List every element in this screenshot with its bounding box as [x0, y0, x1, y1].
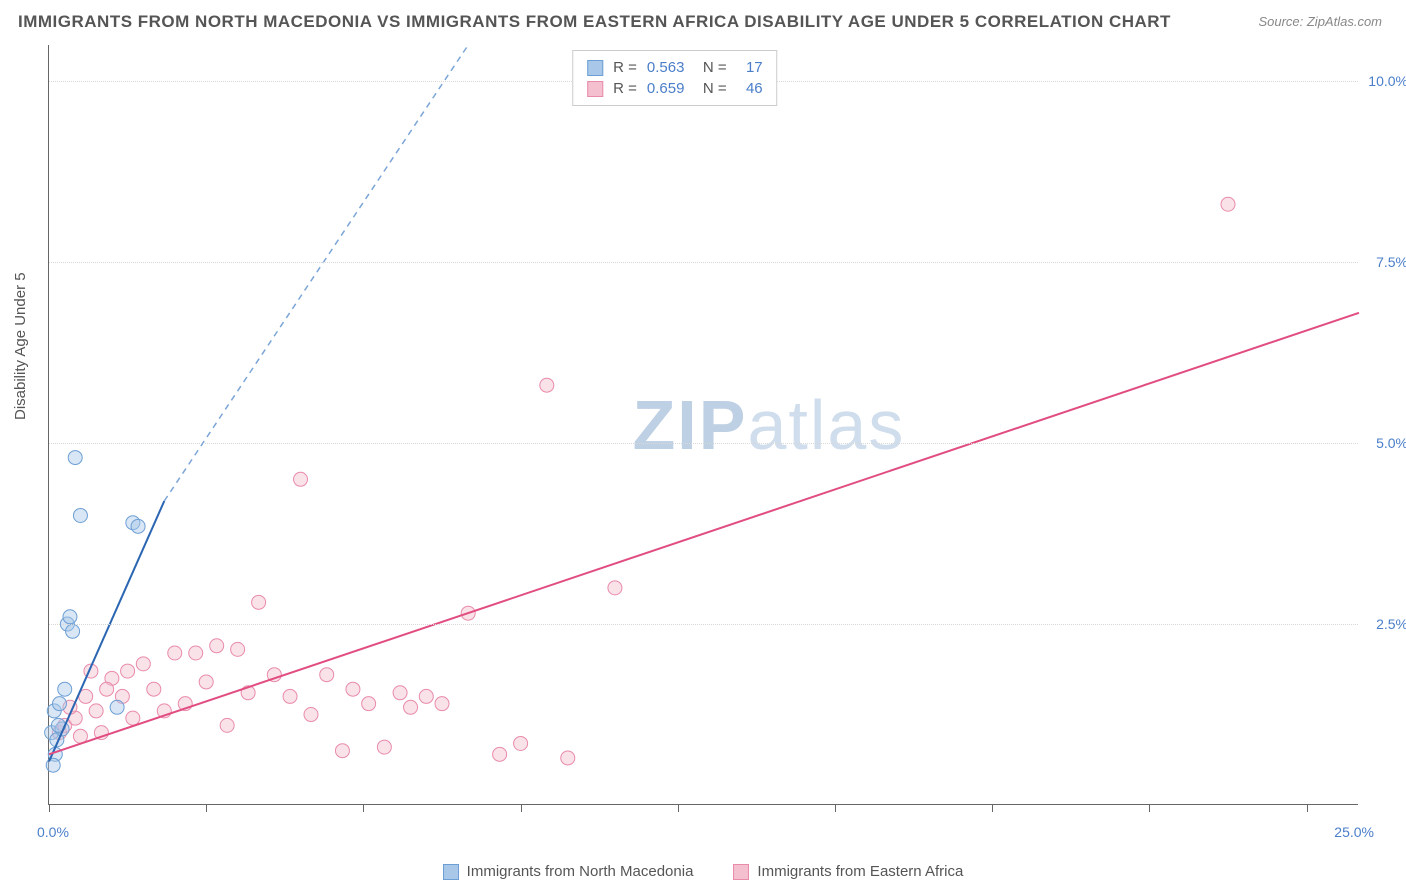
data-point	[68, 451, 82, 465]
data-point	[404, 700, 418, 714]
scatter-chart: ZIPatlas 2.5%5.0%7.5%10.0%0.0%25.0%	[48, 45, 1358, 805]
y-gridline	[49, 624, 1358, 625]
stats-row: R = 0.563 N = 17	[587, 57, 763, 78]
data-point	[561, 751, 575, 765]
legend-item: Immigrants from Eastern Africa	[733, 863, 963, 880]
y-gridline	[49, 262, 1358, 263]
data-point	[73, 508, 87, 522]
data-point	[335, 744, 349, 758]
legend-label: Immigrants from Eastern Africa	[757, 863, 963, 880]
data-point	[435, 697, 449, 711]
data-point	[1221, 197, 1235, 211]
data-point	[131, 519, 145, 533]
data-point	[320, 668, 334, 682]
x-tick	[206, 804, 207, 812]
legend-item: Immigrants from North Macedonia	[443, 863, 694, 880]
y-tick-label: 7.5%	[1363, 254, 1406, 270]
stat-r-label: R =	[613, 59, 637, 76]
x-tick	[835, 804, 836, 812]
stat-n-value: 17	[737, 59, 763, 76]
data-point	[168, 646, 182, 660]
x-tick	[1149, 804, 1150, 812]
y-axis-title: Disability Age Under 5	[12, 272, 29, 420]
data-point	[393, 686, 407, 700]
y-tick-label: 5.0%	[1363, 435, 1406, 451]
legend-label: Immigrants from North Macedonia	[467, 863, 694, 880]
data-point	[252, 595, 266, 609]
x-tick-label: 25.0%	[1334, 824, 1374, 840]
data-point	[231, 642, 245, 656]
data-point	[89, 704, 103, 718]
data-point	[110, 700, 124, 714]
x-tick	[521, 804, 522, 812]
stat-r-value: 0.659	[647, 80, 693, 97]
legend-swatch	[443, 864, 459, 880]
legend-swatch	[587, 60, 603, 76]
data-point	[100, 682, 114, 696]
data-point	[126, 711, 140, 725]
data-point	[66, 624, 80, 638]
chart-title: IMMIGRANTS FROM NORTH MACEDONIA VS IMMIG…	[18, 12, 1171, 32]
stats-row: R = 0.659 N = 46	[587, 78, 763, 99]
data-point	[147, 682, 161, 696]
stat-r-label: R =	[613, 80, 637, 97]
x-tick	[1307, 804, 1308, 812]
stats-legend: R = 0.563 N = 17 R = 0.659 N = 46	[572, 50, 778, 106]
bottom-legend: Immigrants from North Macedonia Immigrant…	[0, 863, 1406, 880]
data-point	[63, 610, 77, 624]
data-point	[210, 639, 224, 653]
data-point	[362, 697, 376, 711]
data-point	[419, 689, 433, 703]
chart-svg	[49, 45, 1358, 804]
data-point	[493, 747, 507, 761]
data-point	[52, 697, 66, 711]
x-tick-label: 0.0%	[37, 824, 69, 840]
data-point	[294, 472, 308, 486]
data-point	[346, 682, 360, 696]
data-point	[304, 708, 318, 722]
data-point	[121, 664, 135, 678]
y-tick-label: 10.0%	[1363, 73, 1406, 89]
x-tick	[992, 804, 993, 812]
y-tick-label: 2.5%	[1363, 616, 1406, 632]
x-tick	[678, 804, 679, 812]
trend-line-dashed	[164, 45, 468, 501]
data-point	[199, 675, 213, 689]
stat-n-label: N =	[703, 59, 727, 76]
x-tick	[363, 804, 364, 812]
stat-r-value: 0.563	[647, 59, 693, 76]
data-point	[283, 689, 297, 703]
legend-swatch	[587, 81, 603, 97]
data-point	[189, 646, 203, 660]
stat-n-label: N =	[703, 80, 727, 97]
legend-swatch	[733, 864, 749, 880]
data-point	[540, 378, 554, 392]
source-label: Source: ZipAtlas.com	[1258, 14, 1382, 29]
y-gridline	[49, 443, 1358, 444]
data-point	[58, 682, 72, 696]
data-point	[46, 758, 60, 772]
data-point	[608, 581, 622, 595]
data-point	[136, 657, 150, 671]
data-point	[514, 736, 528, 750]
x-tick	[49, 804, 50, 812]
data-point	[220, 718, 234, 732]
stat-n-value: 46	[737, 80, 763, 97]
data-point	[377, 740, 391, 754]
